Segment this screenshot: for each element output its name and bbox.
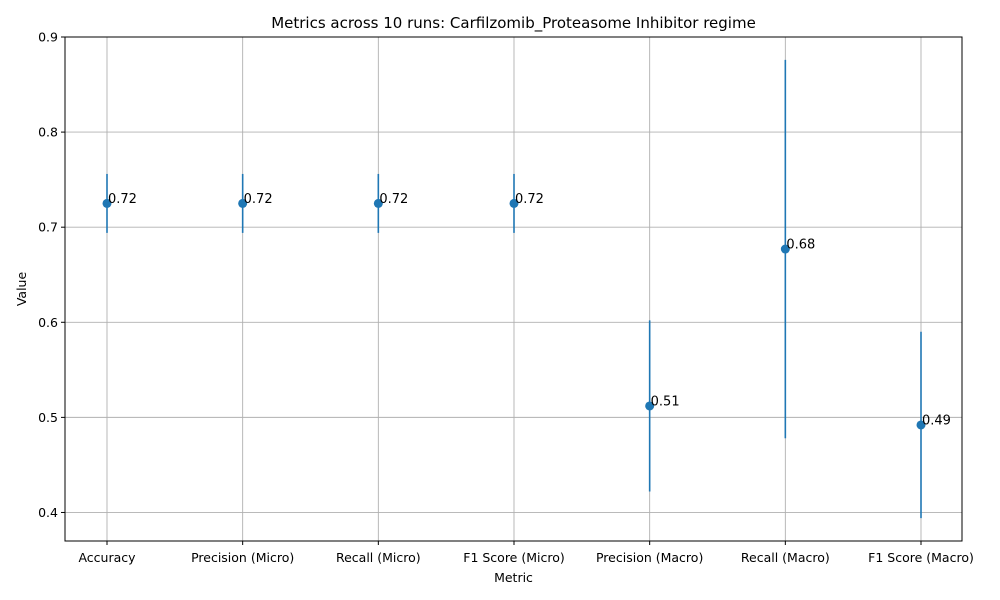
data-label: 0.49 (922, 413, 951, 428)
data-label: 0.51 (651, 394, 680, 409)
data-label: 0.72 (108, 192, 137, 207)
data-point (373, 198, 383, 208)
plot-frame (64, 36, 963, 542)
chart-title: Metrics across 10 runs: Carfilzomib_Prot… (271, 14, 756, 33)
y-axis-label: Value (14, 272, 29, 307)
y-tick-label: 0.8 (38, 125, 58, 140)
x-tick-label: Recall (Macro) (741, 550, 830, 565)
y-tick-label: 0.5 (38, 410, 58, 425)
x-tick-label: F1 Score (Micro) (463, 550, 565, 565)
x-tick-label: Precision (Macro) (596, 550, 703, 565)
y-tick-label: 0.6 (38, 315, 58, 330)
data-point (645, 401, 655, 411)
data-labels: 0.72 0.72 0.72 0.72 0.51 0.68 0.49 (108, 192, 951, 429)
data-point (916, 420, 926, 430)
data-points (102, 198, 926, 430)
y-tick-label: 0.9 (38, 30, 58, 45)
x-tick-label: Precision (Micro) (191, 550, 294, 565)
data-label: 0.68 (786, 238, 815, 253)
y-tick-label: 0.4 (38, 505, 58, 520)
x-axis-ticks: Accuracy Precision (Micro) Recall (Micro) F… (78, 541, 974, 565)
x-tick-label: Recall (Micro) (336, 550, 421, 565)
data-label: 0.72 (244, 192, 273, 207)
x-axis-label: Metric (494, 570, 533, 585)
data-point (509, 198, 519, 208)
data-label: 0.72 (379, 192, 408, 207)
data-point (780, 244, 790, 254)
data-point (102, 198, 112, 208)
grid-lines (65, 36, 962, 541)
x-tick-label: F1 Score (Macro) (868, 550, 974, 565)
x-tick-label: Accuracy (78, 550, 136, 565)
y-axis-ticks: 0.4 0.5 0.6 0.7 0.8 0.9 (38, 30, 65, 520)
data-point (238, 198, 248, 208)
y-tick-label: 0.7 (38, 220, 58, 235)
data-label: 0.72 (515, 192, 544, 207)
